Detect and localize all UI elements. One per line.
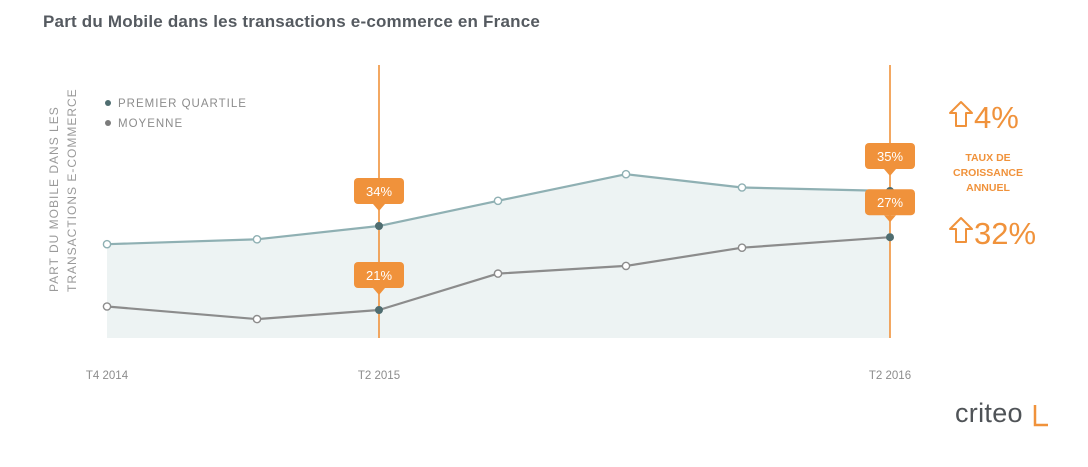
data-point-1-5 [737,243,747,252]
data-point-1-2 [375,306,384,315]
data-point-0-0 [102,239,112,249]
callout-label-0: 34% [366,184,392,199]
data-point-0-3 [493,196,503,206]
growth-up-arrow-icon-0 [949,101,973,127]
legend: PREMIER QUARTILE MOYENNE [105,98,247,130]
callout-label-2: 35% [877,149,903,164]
callout-pointer-2 [884,169,896,176]
brand-mark-icon [1033,405,1048,427]
growth-label-line-2: ANNUEL [966,182,1010,194]
data-point-1-6 [886,233,895,242]
growth-label-line-1: CROISSANCE [953,167,1023,179]
legend-label-0: PREMIER QUARTILE [118,98,247,110]
x-tick-label-0: T4 2014 [86,370,129,382]
callout-pointer-3 [884,215,896,223]
growth-value-0: 4% [974,100,1019,135]
legend-marker-0 [105,100,111,106]
callout-2: 35% [865,143,915,176]
growth-label-line-0: TAUX DE [965,152,1010,164]
callouts: 34% 21% 35% 27% [354,143,915,295]
callout-box-2 [865,143,915,169]
x-tick-label-2: T2 2015 [358,370,400,382]
y-axis-label-line-1: TRANSACTIONS E-COMMERCE [65,88,79,292]
x-tick-label-6: T2 2016 [869,370,911,382]
data-point-1-1 [252,314,262,324]
data-point-0-2 [375,221,384,230]
data-points [102,169,895,324]
data-point-1-3 [493,269,503,278]
data-point-1-0 [102,302,112,311]
growth-up-arrow-icon-1 [949,217,973,243]
callout-pointer-0 [373,204,385,211]
callout-label-1: 21% [366,268,392,283]
callout-1: 21% [354,262,404,295]
growth-panel: 4% 32% TAUX DE CROISSANCE ANNUEL [949,100,1036,251]
legend-marker-1 [105,120,111,126]
y-axis-label-line-0: PART DU MOBILE DANS LES [47,106,61,292]
callout-box-0 [354,178,404,204]
callout-box-1 [354,262,404,288]
brand-logo: criteo [955,398,1023,428]
y-axis-label: PART DU MOBILE DANS LES TRANSACTIONS E-CO… [47,88,79,292]
callout-0: 34% [354,178,404,211]
data-point-1-4 [621,261,631,271]
area-fill [107,174,890,338]
callout-pointer-1 [373,288,385,295]
growth-value-1: 32% [974,216,1036,251]
callout-box-3 [865,189,915,216]
chart-title: Part du Mobile dans les transactions e-c… [43,12,541,31]
callout-label-3: 27% [877,195,903,210]
data-point-0-5 [737,183,747,192]
callout-3: 27% [865,189,915,223]
data-point-0-1 [252,234,262,244]
data-point-0-4 [621,169,631,179]
legend-label-1: MOYENNE [118,118,183,130]
x-axis-ticks: T4 2014 T2 2015 T2 2016 [86,370,911,382]
